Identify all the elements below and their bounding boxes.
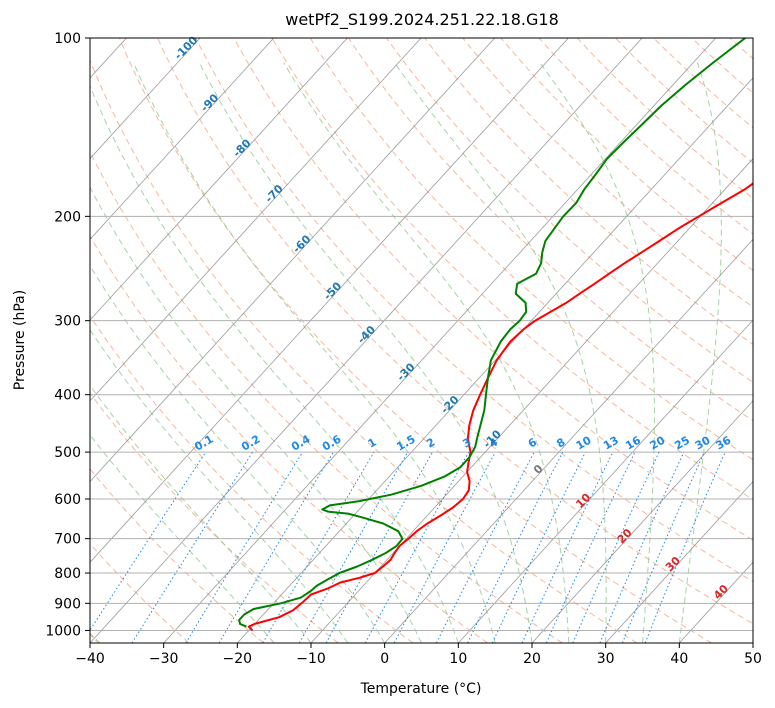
x-tick-label: 20 [523, 651, 541, 667]
isotherm-line [163, 38, 717, 643]
isotherm-line [752, 642, 753, 643]
isotherm-line [90, 38, 275, 240]
mixing-ratio-line [325, 451, 433, 643]
x-axis-label: Temperature (°C) [360, 681, 482, 697]
moist-adiabat-line [90, 186, 422, 643]
moist-adiabat-line [90, 434, 275, 643]
y-tick-label: 100 [54, 31, 81, 47]
dry-adiabat-line [90, 235, 488, 643]
moist-adiabat-line [283, 62, 570, 643]
mixing-ratio-line [393, 451, 496, 643]
y-tick-label: 300 [54, 314, 81, 330]
mixing-ratio-line [599, 451, 685, 643]
moist-adiabat-line [539, 62, 655, 643]
isotherm-line [237, 77, 753, 643]
mixing-ratio-line [131, 451, 254, 643]
y-tick-label: 600 [54, 492, 81, 508]
x-axis: −40 −30 −20 −10 0 10 20 30 40 50 [75, 643, 762, 667]
dry-adiabat-line [90, 150, 563, 643]
moist-adiabat-line [198, 62, 533, 643]
x-tick-label: 30 [597, 651, 615, 667]
moist-adiabat-line [393, 62, 607, 643]
chart-title: wetPf2_S199.2024.251.22.18.G18 [285, 10, 559, 30]
y-tick-label: 800 [54, 566, 81, 582]
x-tick-label: −10 [296, 651, 326, 667]
isotherm-line [458, 319, 753, 643]
isotherm-line [384, 238, 753, 643]
dry-adiabat-line [90, 468, 264, 643]
x-tick-label: −30 [149, 651, 179, 667]
moist-adiabat-line [90, 84, 459, 643]
y-tick-label: 900 [54, 596, 81, 612]
x-tick-label: 50 [744, 651, 762, 667]
moist-adiabat-line [133, 62, 496, 643]
y-tick-label: 500 [54, 445, 81, 461]
mixing-ratio-line [364, 451, 470, 643]
mixing-ratio-line [572, 451, 660, 643]
x-tick-label: −20 [223, 651, 253, 667]
isotherm-line [90, 38, 643, 643]
mixing-ratio-line [621, 451, 705, 643]
dry-adiabat-line [118, 38, 712, 643]
moist-adiabat-line [678, 62, 722, 643]
isotherm-line [531, 400, 753, 643]
isotherm-line [605, 480, 753, 643]
x-tick-label: 10 [449, 651, 467, 667]
dry-adiabat-line [90, 543, 190, 643]
profile-lines [238, 38, 753, 632]
isotherm-line [90, 38, 496, 483]
dry-adiabat-line [90, 59, 638, 643]
mixing-ratio-line [644, 451, 726, 643]
plot-area [90, 38, 753, 643]
x-tick-label: 0 [380, 651, 389, 667]
x-tick-label: −40 [75, 651, 105, 667]
plot-frame [89, 37, 754, 644]
dry-adiabat-line [386, 38, 753, 383]
isotherm-line [90, 38, 348, 321]
isotherm-line [90, 38, 201, 160]
y-tick-label: 700 [54, 532, 81, 548]
mixing-ratio-line [185, 451, 304, 643]
profile-series-line [238, 38, 746, 628]
mixing-ratio-line [90, 451, 207, 632]
y-tick-label: 400 [54, 388, 81, 404]
moist-adiabat-line [90, 264, 386, 643]
isotherm-line [90, 38, 569, 563]
dry-adiabat-line [347, 38, 753, 422]
dry-adiabat-line [271, 38, 753, 501]
dry-adiabat-line [195, 38, 753, 583]
y-tick-label: 200 [54, 209, 81, 225]
y-axis: 1000 900 800 700 600 500 400 300 200 100 [45, 31, 90, 639]
isotherm-line [90, 38, 422, 402]
y-axis-label: Pressure (hPa) [12, 290, 28, 390]
x-tick-label: 40 [670, 651, 688, 667]
y-tick-label: 1000 [45, 623, 81, 639]
mixing-ratio-line [467, 451, 564, 643]
profile-series-line [247, 182, 753, 632]
moist-adiabat-line [90, 384, 312, 643]
moist-adiabat-line [90, 328, 349, 643]
dry-adiabat-line [157, 38, 753, 625]
